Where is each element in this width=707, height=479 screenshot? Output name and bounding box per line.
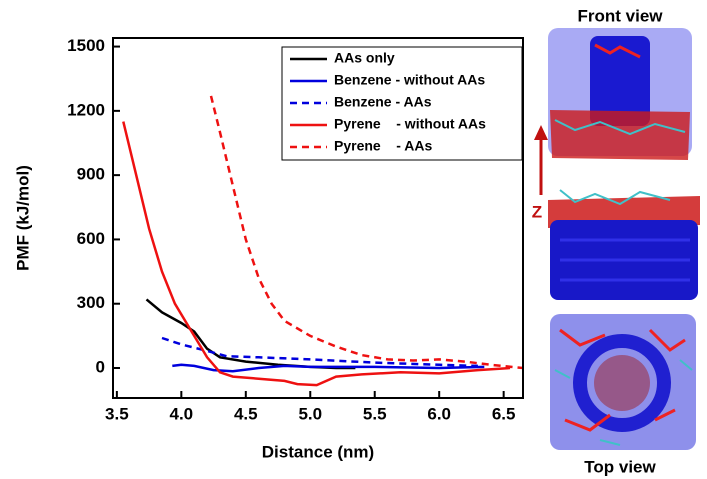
x-tick-label: 6.5 bbox=[492, 404, 516, 423]
legend-label: Pyrene - without AAs bbox=[334, 116, 486, 132]
z-arrow bbox=[534, 125, 548, 195]
side-view-image bbox=[548, 190, 700, 300]
x-tick-label: 5.5 bbox=[363, 404, 387, 423]
x-tick-label: 6.0 bbox=[427, 404, 451, 423]
y-tick-label: 1500 bbox=[67, 36, 105, 55]
series-line bbox=[123, 122, 510, 386]
top-view-image bbox=[550, 314, 696, 450]
x-tick-label: 5.0 bbox=[298, 404, 322, 423]
legend-label: Benzene - AAs bbox=[334, 94, 432, 110]
y-tick-label: 900 bbox=[77, 165, 105, 184]
x-axis-label: Distance (nm) bbox=[262, 442, 374, 461]
z-label: Z bbox=[532, 202, 542, 221]
y-axis-label: PMF (kJ/mol) bbox=[13, 165, 32, 271]
x-tick-label: 3.5 bbox=[105, 404, 129, 423]
front-view-label: Front view bbox=[577, 6, 663, 25]
page: {"chart_data":{"type":"line","xlabel":"D… bbox=[0, 0, 707, 479]
legend-label: Benzene - without AAs bbox=[334, 72, 485, 88]
x-tick-label: 4.5 bbox=[234, 404, 258, 423]
y-tick-label: 1200 bbox=[67, 100, 105, 119]
y-tick-label: 300 bbox=[77, 293, 105, 312]
top-view-label: Top view bbox=[584, 457, 656, 476]
y-tick-label: 0 bbox=[96, 357, 105, 376]
legend-label: Pyrene - AAs bbox=[334, 138, 433, 154]
chart: PMF (kJ/mol) Distance (nm) Front view Z … bbox=[0, 0, 707, 479]
x-tick-label: 4.0 bbox=[170, 404, 194, 423]
y-tick-label: 600 bbox=[77, 229, 105, 248]
front-view-image bbox=[548, 28, 692, 160]
legend-label: AAs only bbox=[334, 50, 395, 66]
